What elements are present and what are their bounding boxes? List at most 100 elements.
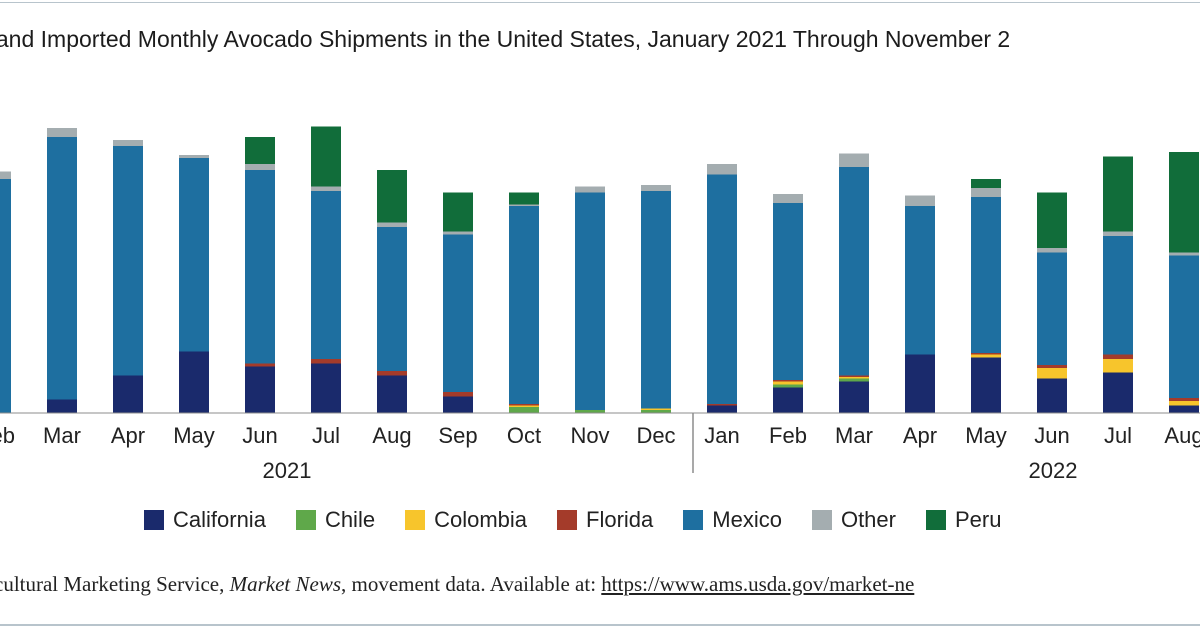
bar-mexico-aug-2022 [1169, 255, 1199, 398]
bar-florida-feb-2022 [773, 380, 803, 382]
bar-florida-jun-2021 [245, 363, 275, 367]
bar-mexico-may-2022 [971, 197, 1001, 353]
x-tick-label: Jul [1104, 423, 1132, 448]
bar-california-mar-2022 [839, 381, 869, 413]
x-tick-label: Jul [312, 423, 340, 448]
bar-colombia-jul-2022 [1103, 359, 1133, 373]
legend-item-mexico: Mexico [683, 507, 782, 533]
bar-other-jun-2021 [245, 164, 275, 170]
bar-colombia-oct-2021 [509, 405, 539, 407]
bar-mexico-aug-2021 [377, 227, 407, 371]
chart-title: c and Imported Monthly Avocado Shipments… [0, 26, 1200, 56]
legend-item-other: Other [811, 507, 896, 533]
year-label-2022: 2022 [1029, 458, 1078, 483]
bar-other-oct-2021 [509, 204, 539, 206]
bar-california-jul-2021 [311, 363, 341, 413]
bar-mexico-apr-2021 [113, 146, 143, 376]
source-italic: Market News [229, 572, 341, 596]
x-tick-label: Mar [43, 423, 81, 448]
bar-mexico-oct-2021 [509, 206, 539, 404]
legend-label: California [173, 507, 266, 532]
bar-other-sep-2021 [443, 231, 473, 235]
bar-colombia-aug-2022 [1169, 401, 1199, 406]
legend-item-colombia: Colombia [405, 507, 527, 533]
legend-swatch [144, 510, 164, 530]
bar-mexico-may-2021 [179, 158, 209, 352]
source-text: cultural Marketing Service, [0, 572, 230, 596]
bar-other-apr-2021 [113, 140, 143, 146]
year-labels: 2021 2022 [263, 458, 1078, 483]
legend-label: Florida [586, 507, 654, 532]
x-tick-label: Apr [903, 423, 937, 448]
bar-peru-aug-2022 [1169, 152, 1199, 253]
x-tick-label: May [965, 423, 1007, 448]
bar-peru-sep-2021 [443, 192, 473, 232]
legend-label: Chile [324, 507, 376, 532]
legend-label: Peru [954, 507, 1002, 532]
x-tick-label: Nov [570, 423, 609, 448]
x-tick-label: Feb [0, 423, 15, 448]
bar-peru-aug-2021 [377, 170, 407, 223]
bar-colombia-dec-2021 [641, 408, 671, 410]
x-tick-label: Oct [507, 423, 541, 448]
bar-california-may-2021 [179, 351, 209, 413]
bar-peru-jul-2021 [311, 126, 341, 187]
bar-peru-jul-2022 [1103, 156, 1133, 232]
bar-other-jul-2021 [311, 186, 341, 191]
legend-item-florida: Florida [557, 507, 653, 533]
bar-chile-nov-2021 [575, 410, 605, 413]
source-link[interactable]: https://www.ams.usda.gov/market-ne [601, 572, 915, 596]
bar-florida-jun-2022 [1037, 365, 1067, 368]
bar-mexico-mar-2022 [839, 167, 869, 376]
bar-mexico-feb-2021 [0, 179, 11, 413]
x-tick-label: Sep [438, 423, 477, 448]
bar-chile-feb-2022 [773, 384, 803, 388]
legend-swatch [295, 510, 316, 530]
bar-mexico-apr-2022 [905, 206, 935, 355]
legend-swatch [557, 510, 578, 530]
bar-mexico-jan-2022 [707, 174, 737, 404]
source-note: cultural Marketing Service, Market News,… [0, 572, 1200, 602]
bar-mexico-jun-2021 [245, 170, 275, 364]
bar-peru-jun-2022 [1037, 192, 1067, 248]
bar-chile-dec-2021 [641, 410, 671, 413]
bar-mexico-dec-2021 [641, 191, 671, 409]
legend-label: Colombia [434, 507, 528, 532]
bar-colombia-may-2022 [971, 354, 1001, 358]
x-tick-label: Jan [704, 423, 739, 448]
bar-other-mar-2021 [47, 128, 77, 137]
bar-other-feb-2021 [0, 171, 11, 179]
bar-california-may-2022 [971, 357, 1001, 413]
x-tick-label: May [173, 423, 215, 448]
bar-california-jul-2022 [1103, 372, 1133, 413]
bar-california-feb-2022 [773, 387, 803, 413]
bar-peru-oct-2021 [509, 192, 539, 205]
bar-other-nov-2021 [575, 186, 605, 193]
bar-mexico-nov-2021 [575, 192, 605, 410]
x-tick-label: Mar [835, 423, 873, 448]
bar-other-jul-2022 [1103, 231, 1133, 236]
bar-florida-jul-2021 [311, 359, 341, 364]
bar-chile-mar-2022 [839, 378, 869, 382]
x-tick-labels: Feb Mar Apr May Jun Jul Aug Sep Oct Nov Dec Jan Feb M… [0, 423, 1200, 448]
legend-swatch [683, 510, 704, 530]
x-tick-label: Apr [111, 423, 145, 448]
bar-other-feb-2022 [773, 194, 803, 203]
bar-mexico-sep-2021 [443, 234, 473, 392]
bar-california-apr-2022 [905, 354, 935, 413]
bar-mexico-jul-2021 [311, 191, 341, 359]
bar-florida-sep-2021 [443, 392, 473, 397]
x-tick-label: Feb [769, 423, 807, 448]
legend: California Chile Colombia Florida Mexico Othe… [144, 506, 1031, 534]
bars-group [0, 126, 1199, 413]
bar-florida-may-2022 [971, 353, 1001, 355]
legend-item-peru: Peru [925, 507, 1002, 533]
bar-colombia-feb-2022 [773, 381, 803, 385]
bar-other-aug-2021 [377, 222, 407, 227]
bar-california-aug-2022 [1169, 405, 1199, 413]
bar-other-mar-2022 [839, 153, 869, 167]
x-tick-label: Aug [1164, 423, 1200, 448]
bottom-border [0, 624, 1200, 626]
bar-other-may-2021 [179, 155, 209, 158]
bar-other-dec-2021 [641, 185, 671, 191]
